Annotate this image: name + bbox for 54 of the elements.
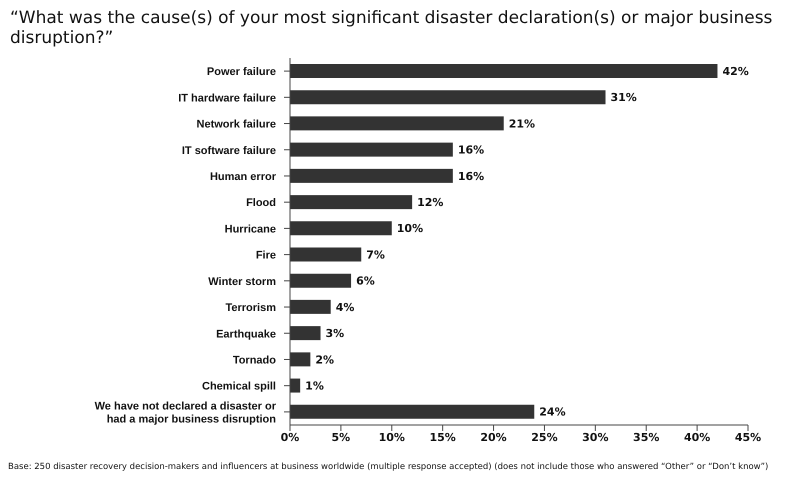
x-tick-label: 45%	[734, 430, 762, 444]
data-label: 3%	[326, 327, 344, 340]
y-tick-label: IT software failure	[182, 144, 276, 157]
bar	[290, 378, 300, 393]
data-label: 24%	[539, 406, 566, 419]
chart-title: “What was the cause(s) of your most significant disaster declaration(s) or major business disruption?”	[9, 8, 774, 48]
data-label: 16%	[458, 144, 484, 157]
bar	[290, 352, 310, 366]
y-tick-label: Power failure	[206, 66, 276, 78]
data-label: 12%	[417, 196, 444, 209]
y-tick-label: Tornado	[232, 354, 276, 366]
x-tick-label: 10%	[378, 430, 405, 444]
data-label: 42%	[722, 64, 749, 78]
bar	[290, 248, 362, 262]
y-tick-label: Chemical spill	[202, 380, 276, 393]
y-tick-label: We have not declared a disaster or had a major business disruption	[94, 400, 277, 426]
text: Base: 250 disaster recovery decision-makers and influencers at business worldwide (multiple response accepted) (does not include those who answered “Other” or “Don’t know”)	[8, 462, 770, 472]
data-label: 7%	[366, 248, 385, 262]
y-tick-label: Winter storm	[208, 276, 276, 288]
x-tick-label: 40%	[684, 430, 710, 444]
bar	[290, 64, 718, 78]
bar	[290, 142, 453, 157]
y-tick-label: Network failure	[196, 118, 276, 131]
bar	[290, 116, 504, 130]
x-tick-label: 30%	[582, 430, 609, 444]
bar	[290, 195, 412, 210]
data-label: 6%	[356, 274, 375, 288]
y-tick-label: Fire	[256, 250, 276, 262]
bar	[290, 274, 352, 288]
bar	[290, 168, 453, 183]
x-tick-label: 15%	[429, 430, 456, 444]
x-tick-label: 5%	[332, 430, 350, 444]
data-label: 4%	[336, 300, 354, 314]
y-tick-label: Earthquake	[216, 328, 276, 340]
y-tick-label: Terrorism	[225, 302, 276, 314]
data-label: 31%	[610, 91, 637, 104]
x-tick-label: 35%	[633, 430, 660, 444]
bar	[290, 326, 321, 340]
bar	[290, 300, 331, 314]
y-tick-label: IT hardware failure	[178, 92, 276, 104]
bar	[290, 90, 606, 104]
x-tick-label: 25%	[531, 430, 558, 444]
bar	[290, 221, 392, 236]
y-tick-label: Hurricane	[224, 223, 276, 236]
y-tick-label: Human error	[210, 170, 277, 183]
x-tick-label: 20%	[480, 430, 507, 444]
data-label: 2%	[315, 353, 334, 366]
data-label: 10%	[396, 222, 424, 236]
y-tick-label: Flood	[246, 197, 276, 210]
data-label: 16%	[458, 170, 484, 183]
data-label: 1%	[305, 379, 324, 392]
x-tick-label: 0%	[280, 430, 300, 444]
bar	[290, 404, 534, 419]
data-label: 21%	[508, 117, 536, 130]
